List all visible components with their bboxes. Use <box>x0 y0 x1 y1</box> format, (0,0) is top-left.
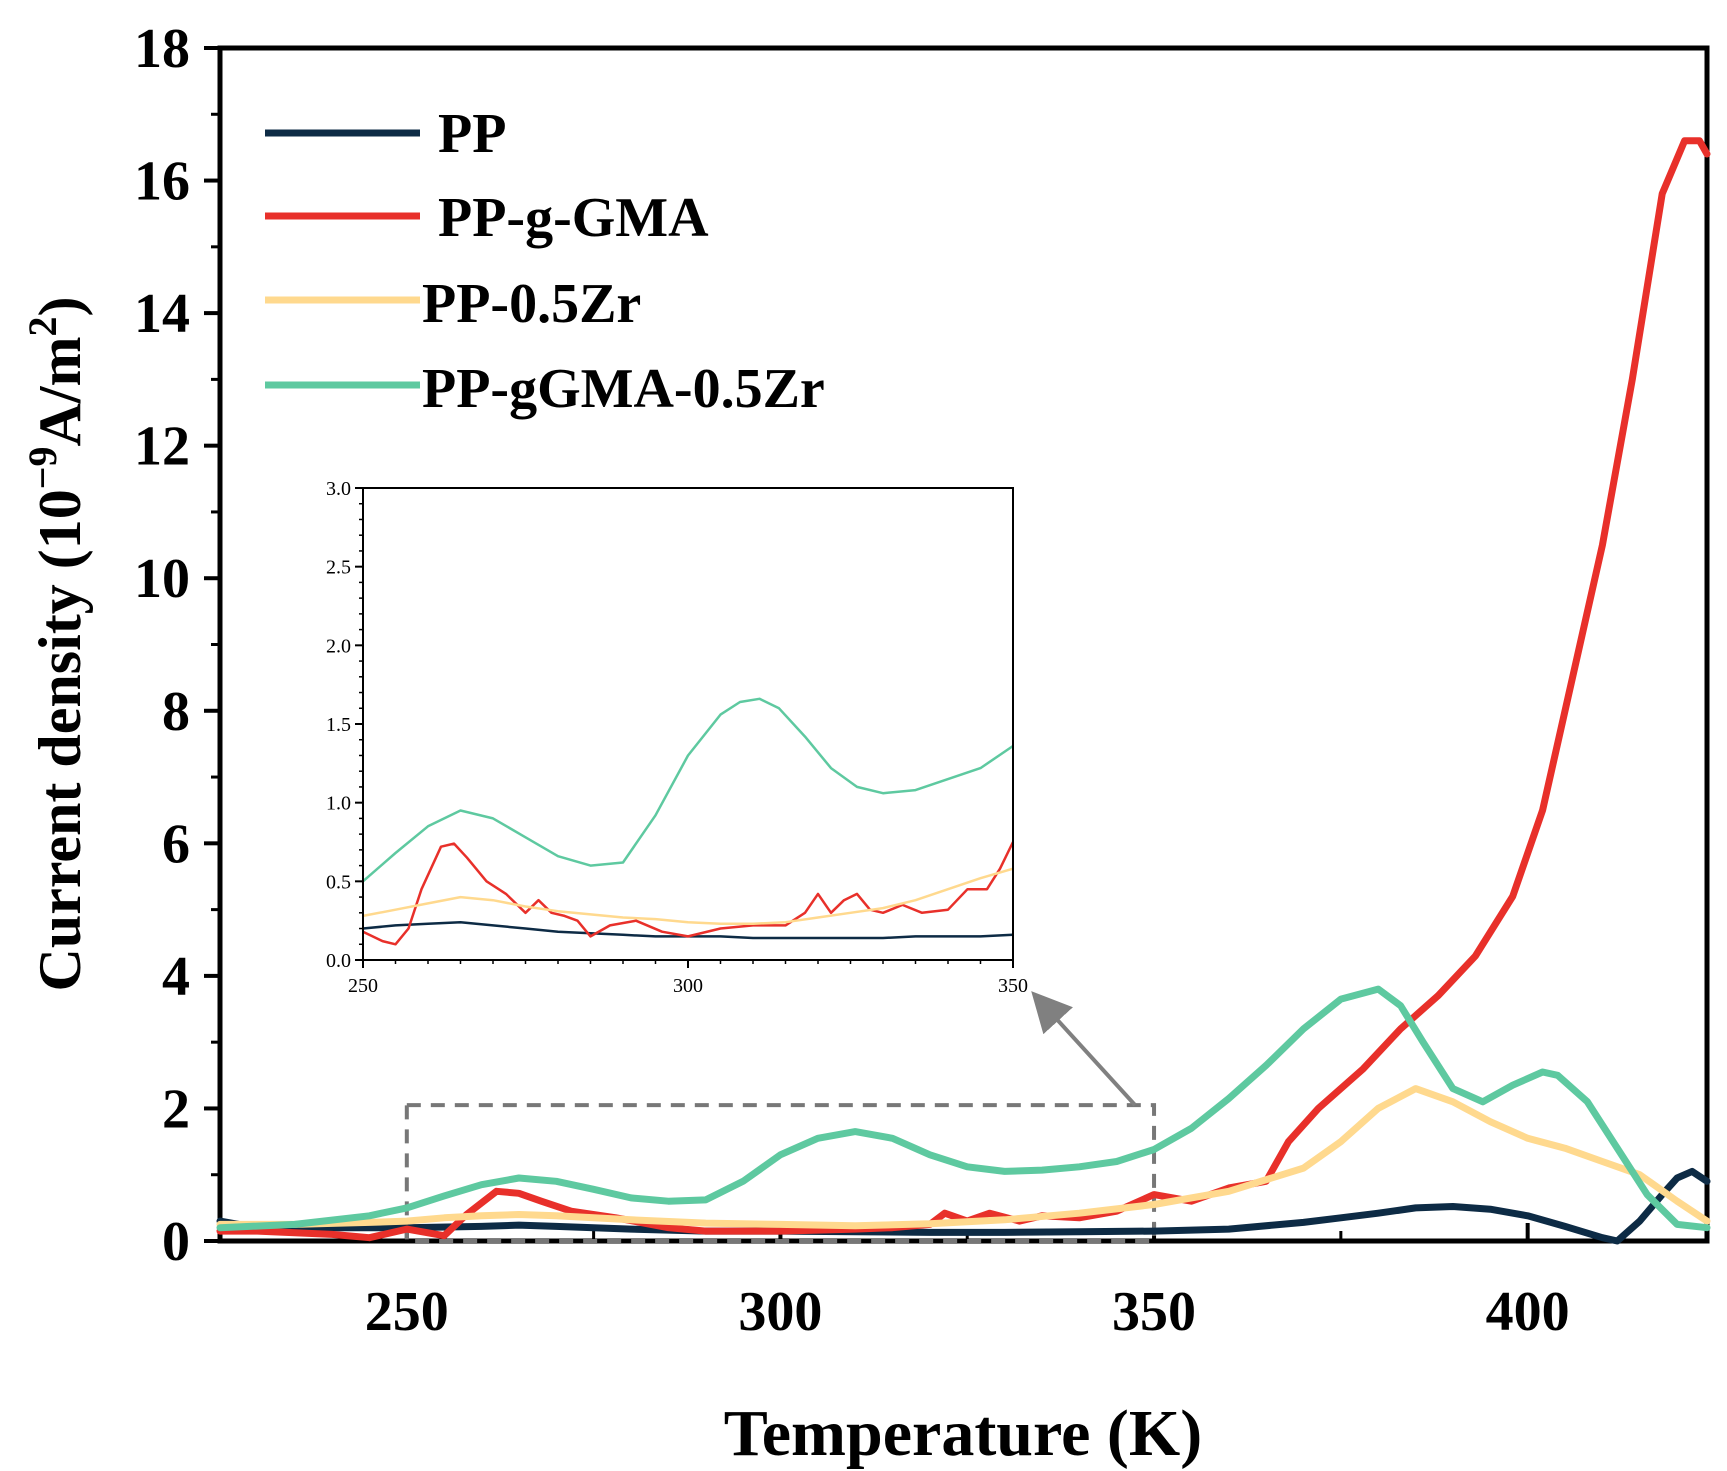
inset-y-tick-label: 3.0 <box>326 478 351 500</box>
legend-entry-pp-g-gma: PP-g-GMA <box>265 187 709 249</box>
x-axis-title: Temperature (K) <box>724 1397 1202 1470</box>
legend-entry-pp-0.5zr: PP-0.5Zr <box>265 273 641 335</box>
legend-label: PP-0.5Zr <box>422 273 641 335</box>
inset-y-tick-label: 0.5 <box>326 871 351 893</box>
x-tick-label: 300 <box>738 1281 822 1343</box>
inset-series-line-3 <box>362 697 1014 883</box>
legend: PP PP-g-GMA PP-0.5Zr PP-gGMA-0.5Zr <box>265 103 825 420</box>
inset-axes-ticks: 250 300 350 0.0 0.5 1.0 1.5 2.0 2.5 3.0 <box>326 478 1028 997</box>
inset-background <box>363 488 1013 960</box>
main-axes-ticks: 250 300 350 400 0 2 4 6 8 10 12 14 16 18 <box>134 18 1570 1343</box>
inset-x-tick-label: 350 <box>998 975 1028 997</box>
inset-x-tick-label: 300 <box>673 975 703 997</box>
legend-label: PP-gGMA-0.5Zr <box>422 358 825 420</box>
y-tick-label: 10 <box>134 548 190 610</box>
y-axis-title: Current density (10−9A/m2) <box>20 297 93 992</box>
y-tick-label: 2 <box>162 1078 190 1140</box>
x-tick-label: 400 <box>1486 1281 1570 1343</box>
zoom-region-box <box>404 1103 1157 1244</box>
y-tick-label: 6 <box>162 813 190 875</box>
y-axis-title-unit-exponent: 2 <box>20 316 65 336</box>
x-tick-label: 350 <box>1112 1281 1196 1343</box>
legend-entry-pp: PP <box>265 103 506 165</box>
y-tick-label: 18 <box>134 18 190 80</box>
inset-frame <box>362 487 1014 961</box>
series-line-2 <box>216 1085 1711 1230</box>
series-line-0 <box>216 1167 1711 1245</box>
inset-x-tick-label: 250 <box>348 975 378 997</box>
inset-plot: 250 300 350 0.0 0.5 1.0 1.5 2.0 2.5 3.0 <box>326 478 1028 997</box>
y-tick-label: 14 <box>134 283 190 345</box>
inset-y-tick-label: 0.0 <box>326 950 351 972</box>
legend-label: PP <box>438 103 506 165</box>
legend-label: PP-g-GMA <box>438 187 709 249</box>
y-axis-title-exponent: −9 <box>20 446 65 489</box>
y-tick-label: 8 <box>162 681 190 743</box>
inset-y-tick-label: 1.0 <box>326 793 351 815</box>
zoom-arrow-line <box>1031 991 1137 1107</box>
zoom-box <box>404 1103 1157 1244</box>
y-tick-label: 0 <box>162 1211 190 1273</box>
y-axis-title-main: Current density (10 <box>27 489 93 991</box>
inset-y-tick-label: 2.5 <box>326 557 351 579</box>
inset-y-tick-label: 1.5 <box>326 714 351 736</box>
inset-series-line-2 <box>362 867 1014 926</box>
main-plot: 250 300 350 400 0 2 4 6 8 10 12 14 16 18 <box>134 18 1711 1343</box>
y-axis-title-unit: A/m <box>27 336 93 446</box>
y-axis-title-end: ) <box>27 297 93 317</box>
y-tick-label: 16 <box>134 151 190 213</box>
y-tick-label: 4 <box>162 946 190 1008</box>
inset-series-lines <box>362 697 1015 946</box>
series-line-3 <box>216 985 1711 1232</box>
inset-series-line-1 <box>362 841 1015 946</box>
legend-entry-pp-ggma-0.5zr: PP-gGMA-0.5Zr <box>265 358 825 420</box>
y-tick-label: 12 <box>134 416 190 478</box>
x-tick-label: 250 <box>365 1281 449 1343</box>
zoom-arrow <box>1031 991 1137 1107</box>
inset-y-tick-label: 2.0 <box>326 635 351 657</box>
main-series-lines <box>216 137 1711 1245</box>
